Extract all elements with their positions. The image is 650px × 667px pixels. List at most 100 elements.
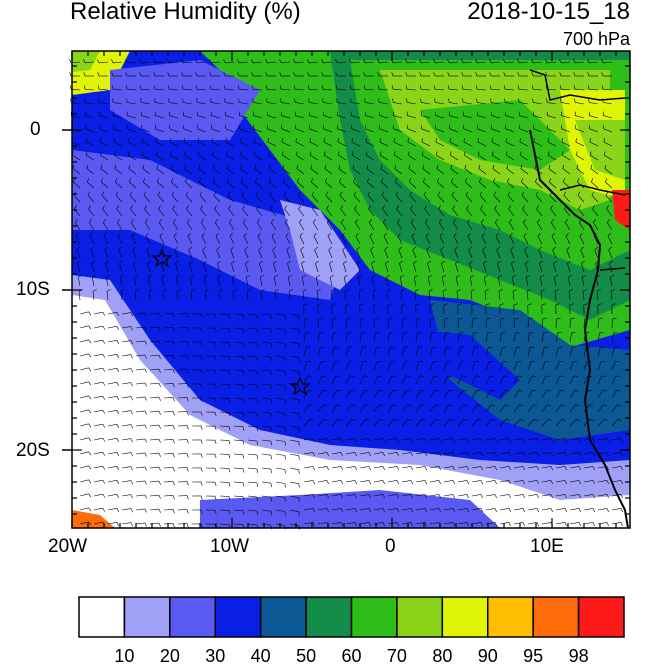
- wind-barb-flag: [296, 164, 299, 169]
- star-marker: [289, 376, 311, 396]
- wind-barb: [115, 181, 123, 189]
- wind-barb: [457, 333, 460, 343]
- wind-barb-flag: [228, 412, 231, 417]
- wind-barb: [490, 88, 501, 91]
- wind-barb-flag: [227, 191, 231, 196]
- wind-barb-flag: [286, 246, 290, 250]
- wind-barb-flag: [477, 138, 479, 143]
- wind-barb-flag: [102, 395, 106, 400]
- wind-barb-flag: [156, 164, 159, 169]
- wind-barb-flag: [162, 289, 167, 292]
- wind-barb: [594, 249, 599, 259]
- wind-barb: [175, 277, 179, 287]
- wind-barb: [163, 425, 174, 427]
- wind-barb-flag: [505, 138, 507, 143]
- wind-barb: [365, 102, 375, 105]
- wind-barb: [493, 181, 501, 189]
- wind-barb-flag: [601, 85, 604, 90]
- wind-barb: [79, 437, 89, 441]
- wind-barb: [85, 102, 95, 105]
- wind-barb-flag: [116, 410, 120, 414]
- wind-barb: [187, 235, 193, 245]
- wind-barb: [373, 438, 383, 441]
- wind-barb: [499, 438, 509, 441]
- wind-barb-flag: [615, 375, 620, 377]
- wind-barb: [429, 361, 434, 371]
- wind-barb: [527, 419, 535, 427]
- wind-barb: [550, 208, 557, 217]
- wind-barb: [259, 263, 263, 273]
- wind-barb: [413, 263, 417, 273]
- wind-barb: [345, 438, 355, 441]
- colorbar-box: [350, 596, 398, 638]
- wind-barb: [483, 277, 487, 287]
- wind-barb-flag: [326, 480, 329, 485]
- wind-barb: [513, 508, 523, 511]
- wind-barb-flag: [594, 246, 598, 250]
- wind-barb-flag: [575, 138, 577, 143]
- wind-barb: [217, 263, 221, 273]
- wind-barb-flag: [312, 480, 315, 485]
- wind-barb-flag: [130, 438, 133, 443]
- wind-barb: [345, 333, 348, 343]
- wind-barb: [317, 438, 327, 441]
- wind-barb: [93, 367, 103, 371]
- wind-barb-flag: [298, 413, 300, 418]
- wind-barb: [583, 508, 593, 511]
- wind-barb-flag: [69, 85, 72, 90]
- wind-barb: [541, 347, 545, 357]
- wind-barb: [141, 115, 151, 119]
- wind-barb: [224, 88, 235, 91]
- wind-barb-flag: [214, 384, 217, 389]
- wind-barb-flag: [144, 508, 147, 513]
- wind-barb: [247, 341, 257, 344]
- wind-barb: [107, 396, 117, 399]
- wind-barb: [495, 235, 501, 245]
- wind-barb-flag: [130, 382, 133, 387]
- wind-barb: [574, 61, 585, 64]
- wind-barb: [345, 375, 351, 385]
- wind-barb: [527, 494, 537, 497]
- wind-barb: [569, 419, 577, 427]
- wind-barb-flag: [324, 164, 327, 169]
- wind-barb-flag: [271, 232, 275, 237]
- wind-barb: [576, 155, 585, 161]
- wind-barb: [240, 168, 249, 175]
- wind-barb: [224, 61, 235, 64]
- wind-barb-flag: [134, 274, 138, 278]
- wind-barb-flag: [571, 332, 576, 334]
- wind-barb-flag: [298, 385, 300, 390]
- wind-barb-flag: [499, 303, 504, 306]
- wind-barb-flag: [284, 427, 286, 432]
- wind-barb: [603, 115, 613, 119]
- wind-barb: [555, 522, 565, 525]
- wind-barb-flag: [466, 480, 469, 485]
- wind-barb: [471, 480, 481, 483]
- wind-barb: [331, 404, 338, 413]
- wind-barb: [339, 195, 347, 203]
- wind-barb: [533, 102, 543, 105]
- wind-barb: [443, 480, 453, 483]
- wind-barb: [588, 61, 599, 64]
- wind-barb: [412, 249, 417, 259]
- wind-barb-flag: [419, 85, 422, 90]
- wind-barb-flag: [167, 85, 170, 90]
- wind-barb: [611, 318, 613, 329]
- wind-barb: [158, 208, 165, 217]
- wind-barb-flag: [327, 232, 331, 237]
- wind-barb: [186, 222, 193, 231]
- wind-barb: [527, 333, 530, 343]
- wind-barb: [379, 115, 389, 119]
- wind-barb-flag: [309, 418, 314, 422]
- wind-barb-flag: [454, 246, 458, 250]
- wind-barb: [562, 168, 571, 175]
- wind-barb-flag: [172, 439, 175, 444]
- wind-barb: [241, 195, 249, 203]
- wind-barb: [425, 235, 431, 245]
- wind-barb: [471, 333, 474, 343]
- wind-barb-flag: [144, 522, 147, 527]
- wind-barb: [273, 263, 277, 273]
- wind-barb-flag: [209, 72, 212, 77]
- wind-barb-flag: [382, 480, 385, 485]
- wind-barb-flag: [368, 480, 371, 485]
